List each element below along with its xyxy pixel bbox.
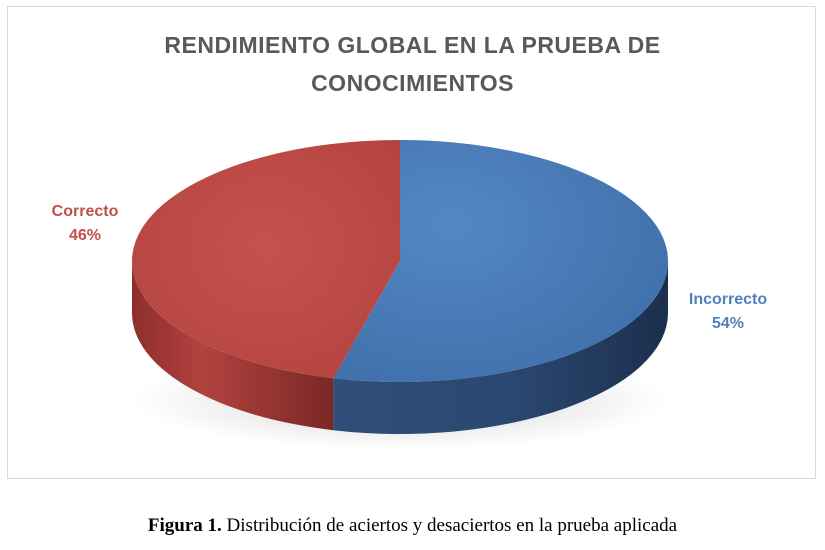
pie-slice-correcto: [132, 140, 400, 379]
figure-caption-prefix: Figura 1.: [147, 515, 222, 536]
pie-tops: [132, 140, 669, 382]
pie-slice-incorrecto: [333, 140, 669, 382]
pie-side-incorrecto: [333, 261, 668, 434]
figure-caption-text: Distribución de aciertos y desaciertos e…: [221, 515, 678, 536]
slice-label-incorrecto-name: Incorrecto: [688, 291, 768, 308]
chart-title-line-2: CONOCIMIENTOS: [311, 70, 514, 96]
slice-label-correcto-name: Correcto: [51, 203, 119, 220]
pie-side-correcto: [132, 261, 334, 431]
slice-label-incorrecto: Incorrecto 54%: [668, 288, 788, 336]
slice-label-correcto-value: 46%: [68, 227, 102, 244]
slice-label-incorrecto-value: 54%: [711, 315, 745, 332]
slice-label-correcto: Correcto 46%: [30, 200, 140, 248]
figure-caption: Figura 1. Distribución de aciertos y des…: [0, 515, 825, 537]
chart-title-line-1: RENDIMIENTO GLOBAL EN LA PRUEBA DE: [164, 32, 661, 58]
pie-sides: [132, 261, 668, 434]
